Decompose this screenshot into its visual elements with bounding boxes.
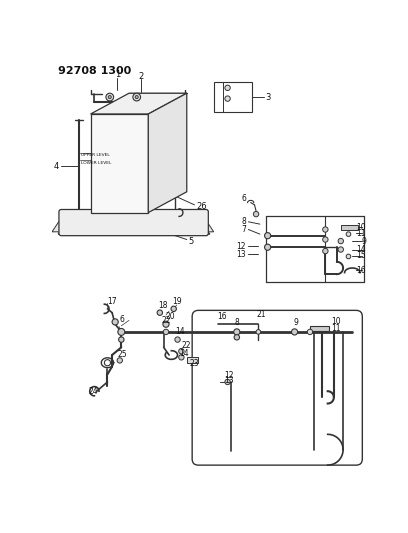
Polygon shape	[91, 114, 148, 213]
Text: 24: 24	[89, 387, 99, 395]
Circle shape	[112, 319, 118, 325]
Circle shape	[264, 232, 271, 239]
Circle shape	[119, 337, 124, 342]
Text: 8: 8	[241, 217, 246, 227]
Text: 21: 21	[256, 311, 266, 319]
Text: 1: 1	[115, 70, 120, 79]
Text: 19: 19	[172, 297, 182, 305]
Text: 22: 22	[161, 316, 171, 325]
Circle shape	[307, 329, 313, 335]
Text: 14: 14	[357, 245, 366, 254]
Circle shape	[346, 232, 351, 237]
Text: 3: 3	[265, 93, 271, 102]
Polygon shape	[148, 93, 187, 213]
Text: 7: 7	[241, 225, 246, 234]
Circle shape	[108, 95, 111, 99]
Polygon shape	[91, 93, 187, 114]
Circle shape	[163, 321, 169, 327]
Polygon shape	[310, 326, 329, 331]
Text: 6: 6	[119, 315, 124, 324]
Text: 4: 4	[53, 162, 59, 171]
Circle shape	[175, 337, 180, 342]
Text: 15: 15	[357, 251, 366, 260]
Text: 8: 8	[235, 318, 239, 327]
Text: LOWER LEVEL: LOWER LEVEL	[81, 160, 112, 165]
Circle shape	[234, 335, 239, 340]
Circle shape	[104, 360, 111, 366]
Circle shape	[346, 254, 351, 259]
Circle shape	[171, 306, 176, 311]
Text: 9: 9	[361, 237, 366, 246]
Circle shape	[234, 329, 240, 335]
Circle shape	[256, 329, 261, 334]
Text: 92708 1300: 92708 1300	[58, 66, 131, 76]
Text: 22: 22	[182, 341, 191, 350]
Circle shape	[163, 329, 169, 335]
Text: 16: 16	[217, 312, 227, 321]
Circle shape	[323, 227, 328, 232]
Text: UPPER LEVEL: UPPER LEVEL	[81, 153, 110, 157]
Circle shape	[179, 349, 184, 354]
Circle shape	[225, 379, 230, 385]
Text: 25: 25	[118, 350, 127, 359]
Circle shape	[118, 328, 125, 335]
Text: 14: 14	[179, 349, 188, 358]
Text: 18: 18	[158, 301, 168, 310]
Polygon shape	[58, 224, 210, 234]
Circle shape	[291, 329, 298, 335]
Text: 10: 10	[357, 223, 366, 232]
Text: 26: 26	[196, 202, 206, 211]
Text: 6: 6	[241, 194, 246, 203]
Text: 11: 11	[357, 229, 366, 238]
Circle shape	[225, 85, 230, 91]
Text: 10: 10	[332, 318, 341, 326]
Polygon shape	[187, 357, 198, 363]
Circle shape	[157, 310, 162, 316]
Text: 23: 23	[189, 359, 199, 368]
Text: 14: 14	[175, 327, 185, 336]
Circle shape	[338, 247, 344, 252]
Circle shape	[179, 354, 184, 360]
Circle shape	[117, 358, 122, 363]
Polygon shape	[341, 225, 359, 230]
Polygon shape	[52, 220, 214, 232]
Circle shape	[135, 95, 138, 99]
Circle shape	[323, 237, 328, 242]
Circle shape	[133, 93, 141, 101]
Circle shape	[106, 93, 113, 101]
Text: 5: 5	[188, 237, 193, 246]
Text: 16: 16	[357, 266, 366, 275]
FancyBboxPatch shape	[59, 209, 208, 236]
Circle shape	[264, 244, 271, 251]
Text: 2: 2	[138, 72, 144, 81]
Text: 17: 17	[107, 297, 117, 305]
Circle shape	[253, 212, 259, 217]
Text: 12: 12	[224, 370, 234, 379]
Text: 11: 11	[332, 324, 341, 333]
Text: 13: 13	[236, 249, 246, 259]
Text: 9: 9	[293, 318, 298, 327]
Circle shape	[225, 96, 230, 101]
Circle shape	[338, 238, 344, 244]
Circle shape	[323, 248, 328, 254]
Text: 12: 12	[237, 242, 246, 251]
Text: 13: 13	[224, 376, 234, 385]
Text: 20: 20	[165, 312, 175, 321]
